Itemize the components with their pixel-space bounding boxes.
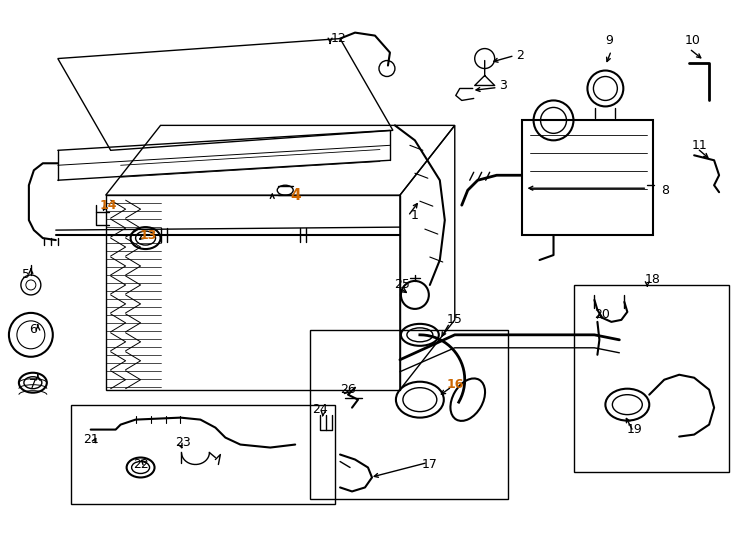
Text: 8: 8 — [661, 184, 669, 197]
Text: 16: 16 — [446, 378, 463, 391]
Text: 7: 7 — [29, 378, 37, 391]
Bar — [70, 404, 335, 504]
Text: 14: 14 — [100, 199, 117, 212]
Text: 2: 2 — [516, 49, 523, 62]
Text: 6: 6 — [29, 323, 37, 336]
Text: 11: 11 — [691, 139, 707, 152]
Text: 4: 4 — [290, 188, 300, 202]
Bar — [310, 330, 508, 500]
Text: 12: 12 — [330, 32, 346, 45]
Text: 21: 21 — [83, 433, 98, 446]
Text: 1: 1 — [411, 208, 419, 221]
Text: 19: 19 — [626, 423, 642, 436]
Text: 24: 24 — [312, 403, 328, 416]
Text: 26: 26 — [340, 383, 356, 396]
Text: 5: 5 — [22, 268, 30, 281]
Text: 22: 22 — [133, 458, 148, 471]
Text: 17: 17 — [422, 458, 437, 471]
Text: 23: 23 — [175, 436, 192, 449]
Text: 25: 25 — [394, 279, 410, 292]
Bar — [575, 285, 729, 472]
Bar — [106, 195, 400, 390]
Text: 10: 10 — [684, 34, 700, 47]
Text: 13: 13 — [140, 228, 157, 241]
Text: 3: 3 — [498, 79, 506, 92]
Text: 20: 20 — [595, 308, 611, 321]
Bar — [522, 120, 653, 235]
Text: 15: 15 — [447, 313, 462, 326]
Text: 18: 18 — [644, 273, 660, 287]
Text: 9: 9 — [606, 34, 614, 47]
